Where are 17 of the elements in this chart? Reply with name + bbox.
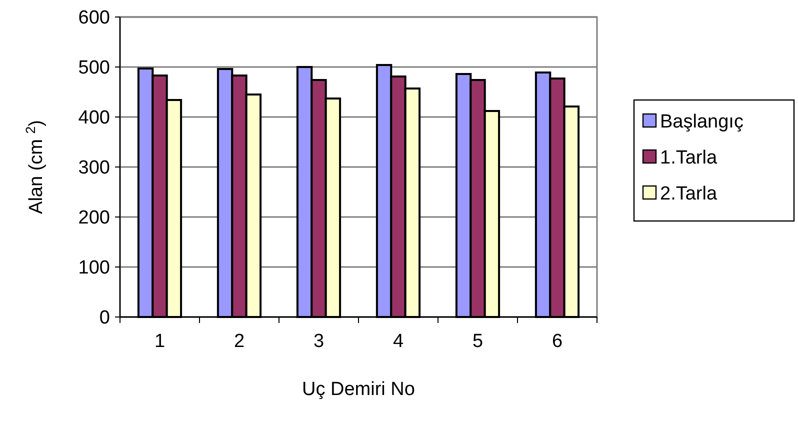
x-tick-label: 3 (313, 331, 324, 352)
y-tick-label: 0 (99, 308, 110, 329)
x-tick-label: 5 (472, 331, 484, 352)
legend-label: 1.Tarla (660, 148, 718, 169)
y-tick-label: 600 (78, 8, 110, 29)
x-tick-label: 4 (392, 331, 404, 352)
x-tick-label: 2 (234, 331, 245, 352)
y-tick-label: 300 (78, 158, 110, 179)
x-axis-title: Uç Demiri No (302, 379, 415, 400)
legend-label: 2.Tarla (660, 184, 718, 205)
legend-label: Başlangıç (660, 112, 744, 133)
y-tick-label: 200 (78, 208, 110, 229)
x-tick-label: 1 (154, 331, 166, 352)
y-tick-label: 400 (78, 108, 110, 129)
y-tick-label: 100 (78, 258, 110, 279)
y-tick-label: 500 (78, 58, 110, 79)
x-tick-label: 6 (552, 331, 563, 352)
